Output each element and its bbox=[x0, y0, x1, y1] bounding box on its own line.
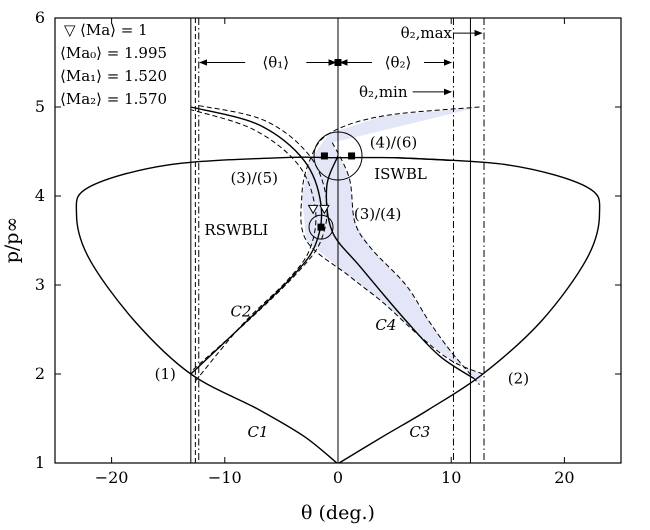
x-tick-label-0: −20 bbox=[95, 468, 129, 487]
y-tick-label-5: 6 bbox=[35, 8, 45, 27]
curve-c4 bbox=[325, 155, 475, 379]
curve-c2-lower bbox=[190, 109, 317, 382]
x-tick-label-2: 0 bbox=[333, 468, 343, 487]
curve-c4-band-lower bbox=[331, 142, 480, 386]
axis-ticks: −20 −10 0 10 20 1 2 3 4 5 6 bbox=[35, 8, 621, 487]
circle-marker-7 bbox=[308, 214, 334, 240]
vertical-lines bbox=[190, 18, 485, 463]
annotation-1: (1) bbox=[155, 365, 176, 383]
annotation-34: (3)/(4) bbox=[354, 205, 402, 223]
legend-symbol-0: ▽ bbox=[64, 21, 76, 39]
theta1-label: ⟨θ₁⟩ bbox=[262, 54, 289, 72]
square-marker-1 bbox=[320, 152, 328, 160]
shaded-band bbox=[301, 107, 483, 385]
square-marker-0 bbox=[334, 59, 342, 66]
circle-marker-6 bbox=[313, 131, 363, 181]
y-axis-title: p/p∞ bbox=[1, 217, 23, 264]
curve-c4-band-upper bbox=[300, 106, 484, 375]
x-tick-label-4: 20 bbox=[554, 468, 574, 487]
theta2-min-label: θ₂,min bbox=[359, 83, 408, 101]
markers bbox=[307, 59, 363, 240]
y-tick-label-1: 2 bbox=[35, 364, 45, 383]
annotation-ISWBL: ISWBL bbox=[374, 165, 427, 183]
theta2-label: ⟨θ₂⟩ bbox=[385, 54, 412, 72]
annotations: (1) (2) (3)/(5) (3)/(4) (4)/(6) ISWBL RSWBLI C2… bbox=[155, 134, 529, 441]
annotation-RSWBLI: RSWBLI bbox=[204, 221, 268, 239]
curve-c3 bbox=[338, 157, 601, 464]
curve-c1 bbox=[75, 156, 452, 464]
curve-c2-upper bbox=[192, 104, 328, 370]
x-tick-label-1: −10 bbox=[208, 468, 242, 487]
legend-entry-0: ⟨Ma⟩ = 1 bbox=[80, 21, 148, 39]
annotation-C3: C3 bbox=[409, 423, 430, 441]
annotation-C1: C1 bbox=[247, 423, 268, 441]
annotation-46: (4)/(6) bbox=[370, 134, 418, 152]
legend-entry-2: ⟨Ma₁⟩ = 1.520 bbox=[60, 67, 167, 85]
y-tick-label-2: 3 bbox=[35, 275, 45, 294]
triangle-marker-5 bbox=[319, 204, 330, 215]
legend: ▽ ⟨Ma⟩ = 1 ⟨Ma₀⟩ = 1.995 ⟨Ma₁⟩ = 1.520 ⟨Ma₂⟩… bbox=[60, 21, 167, 108]
range-arrows: ⟨θ₁⟩ ⟨θ₂⟩ θ₂,max θ₂,min bbox=[199, 24, 483, 101]
legend-entry-3: ⟨Ma₂⟩ = 1.570 bbox=[60, 90, 167, 108]
triangle-marker-4 bbox=[307, 204, 319, 215]
y-tick-label-3: 4 bbox=[35, 186, 45, 205]
annotation-35: (3)/(5) bbox=[230, 169, 278, 187]
c4-band-fill bbox=[301, 107, 483, 385]
square-marker-3 bbox=[317, 223, 325, 231]
x-tick-label-3: 10 bbox=[441, 468, 461, 487]
y-tick-label-0: 1 bbox=[35, 453, 45, 472]
annotation-C4: C4 bbox=[375, 316, 396, 334]
legend-entry-1: ⟨Ma₀⟩ = 1.995 bbox=[60, 44, 167, 62]
y-tick-label-4: 5 bbox=[35, 97, 45, 116]
annotation-2: (2) bbox=[508, 369, 529, 387]
annotation-C2: C2 bbox=[230, 303, 251, 321]
square-marker-2 bbox=[348, 152, 356, 160]
x-axis-title: θ (deg.) bbox=[301, 502, 375, 524]
theta2-max-label: θ₂,max bbox=[401, 24, 453, 42]
